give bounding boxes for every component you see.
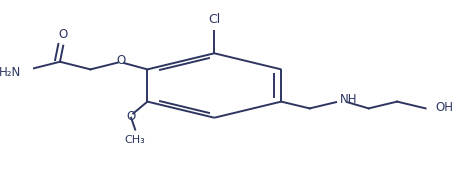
Text: H₂N: H₂N bbox=[0, 66, 21, 79]
Text: OH: OH bbox=[436, 101, 454, 114]
Text: NH: NH bbox=[340, 93, 358, 106]
Text: Cl: Cl bbox=[208, 13, 220, 26]
Text: O: O bbox=[126, 110, 136, 123]
Text: O: O bbox=[59, 28, 68, 41]
Text: CH₃: CH₃ bbox=[125, 135, 146, 145]
Text: O: O bbox=[116, 54, 126, 67]
